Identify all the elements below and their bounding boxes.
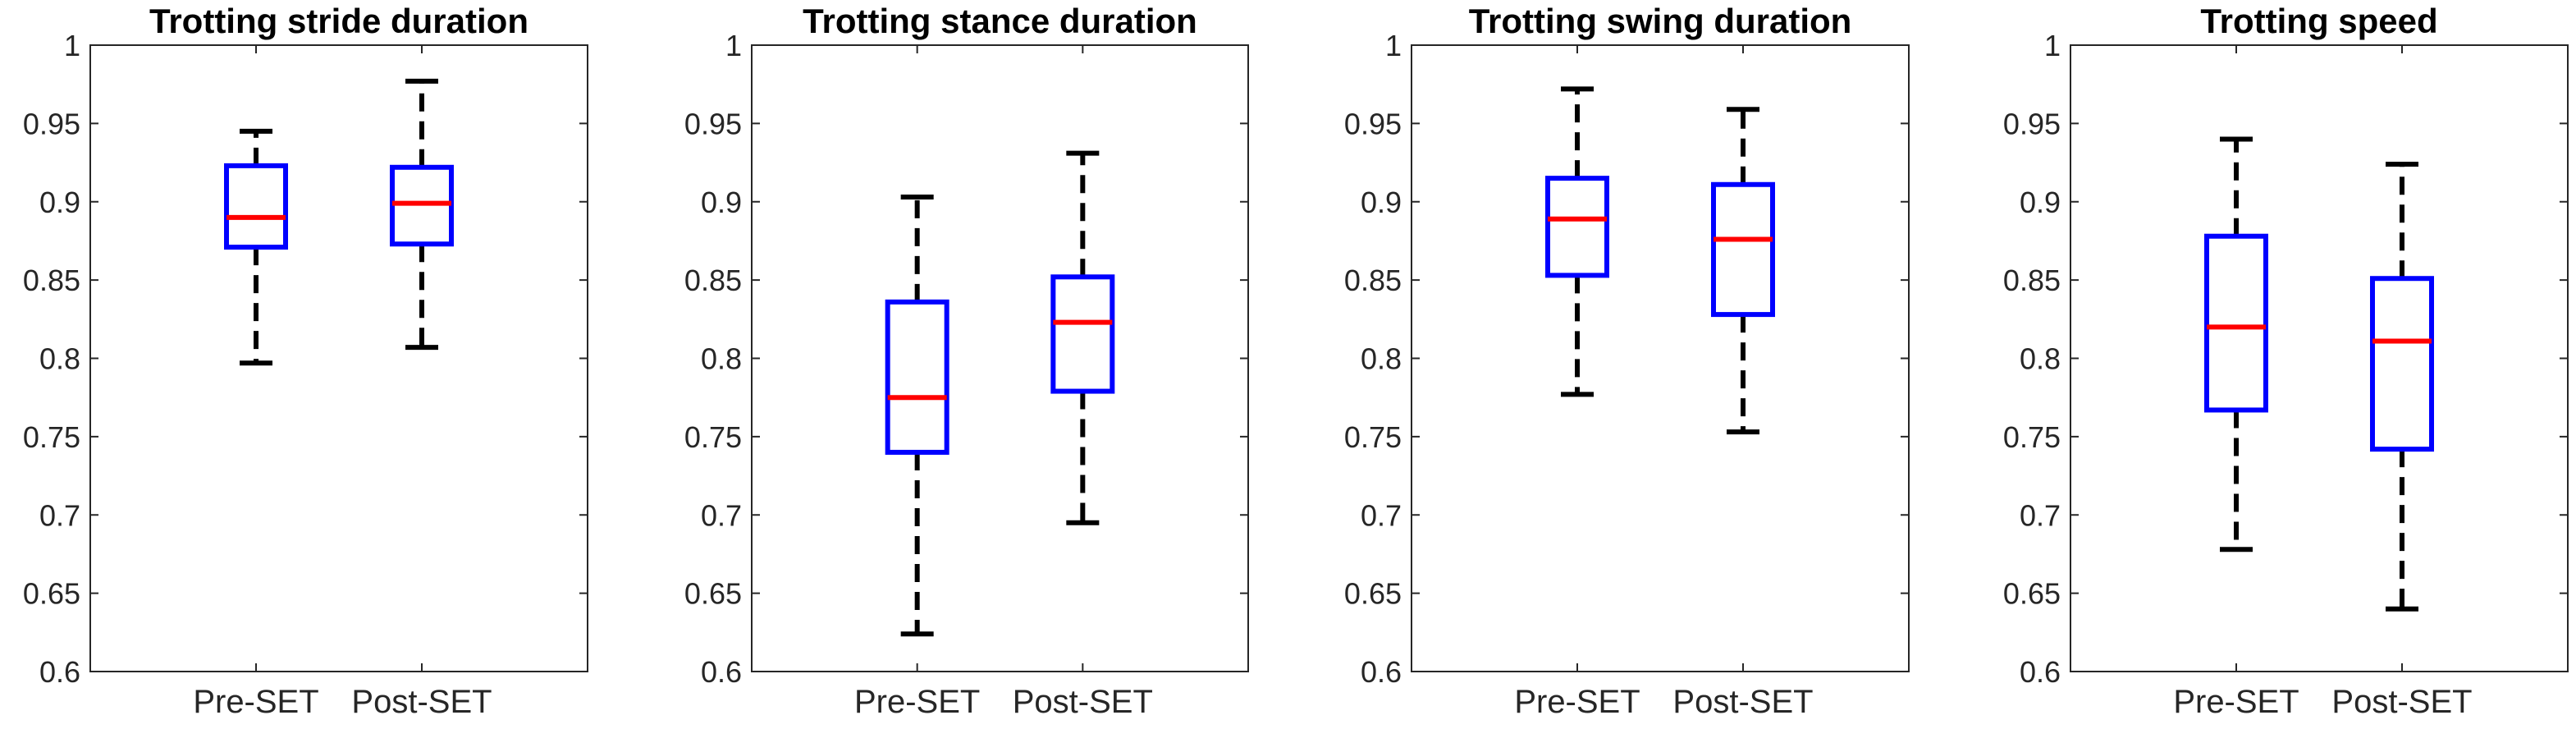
iqr-box — [1050, 274, 1115, 394]
y-tick-label: 0.85 — [684, 264, 742, 297]
y-tick-label: 0.8 — [2020, 342, 2061, 376]
x-tick-label: Post-SET — [2331, 684, 2472, 720]
chart-title: Trotting stance duration — [803, 2, 1197, 40]
boxplot-post-set — [390, 78, 454, 351]
y-tick-label: 1 — [64, 29, 80, 62]
y-tick-label: 0.8 — [1361, 342, 1402, 376]
axes-frame — [1411, 44, 1910, 672]
iqr-box — [1545, 176, 1609, 278]
y-tick-label: 0.8 — [39, 342, 80, 376]
y-tick-label: 1 — [725, 29, 742, 62]
boxplot-post-set — [1711, 107, 1775, 435]
x-tick-label: Pre-SET — [193, 684, 318, 720]
x-tick-label: Post-SET — [351, 684, 492, 720]
x-tick-label: Pre-SET — [2173, 684, 2299, 720]
y-tick-label: 0.95 — [1344, 107, 1402, 140]
y-tick-label: 0.75 — [1344, 420, 1402, 454]
y-tick-label: 0.7 — [1361, 498, 1402, 532]
iqr-box — [224, 163, 288, 250]
y-tick-label: 0.7 — [701, 498, 742, 532]
chart-panel-3: Trotting swing duration 0.6 0.65 0.7 0.75 0.8… — [1344, 2, 1910, 720]
y-tick-label: 0.9 — [701, 186, 742, 219]
boxplot-pre-set — [1545, 86, 1609, 397]
y-tick-label: 0.9 — [1361, 186, 1402, 219]
x-tick-label: Pre-SET — [1514, 684, 1640, 720]
iqr-box — [885, 299, 949, 455]
y-tick-label: 0.95 — [23, 107, 80, 140]
y-tick-label: 0.6 — [2020, 655, 2061, 689]
y-tick-label: 0.75 — [23, 420, 80, 454]
y-tick-label: 0.65 — [684, 577, 742, 611]
y-tick-label: 0.9 — [39, 186, 80, 219]
y-tick-label: 0.6 — [1361, 655, 1402, 689]
y-tick-label: 0.65 — [1344, 577, 1402, 611]
axes-frame — [89, 44, 588, 672]
axes-frame — [2070, 44, 2569, 672]
y-tick-label: 0.9 — [2020, 186, 2061, 219]
boxplot-post-set — [1050, 150, 1115, 525]
boxplot-pre-set — [224, 128, 288, 366]
iqr-box — [1711, 181, 1775, 318]
x-tick-label: Post-SET — [1672, 684, 1813, 720]
chart-panel-2: Trotting stance duration 0.6 0.65 0.7 0.75 0.… — [684, 2, 1249, 720]
chart-title: Trotting swing duration — [1469, 2, 1852, 40]
y-tick-label: 0.95 — [684, 107, 742, 140]
y-tick-label: 0.65 — [23, 577, 80, 611]
chart-panel-4: Trotting speed 0.6 0.65 0.7 0.75 0.8 0.85 0.9 0.… — [2003, 2, 2569, 720]
boxplot-post-set — [2370, 161, 2434, 612]
y-tick-label: 0.85 — [1344, 264, 1402, 297]
iqr-box — [2370, 276, 2434, 452]
y-tick-label: 0.95 — [2003, 107, 2061, 140]
boxplot-pre-set — [2204, 136, 2268, 552]
y-tick-label: 0.85 — [2003, 264, 2061, 297]
boxplot-pre-set — [885, 195, 949, 637]
iqr-box — [2204, 233, 2268, 413]
x-tick-label: Pre-SET — [854, 684, 980, 720]
y-tick-label: 0.6 — [39, 655, 80, 689]
chart-panel-1: Trotting stride duration 0.6 0.65 0.7 0.75 0.… — [23, 2, 588, 720]
axes-frame — [751, 44, 1249, 672]
y-tick-label: 0.75 — [2003, 420, 2061, 454]
y-tick-label: 0.85 — [23, 264, 80, 297]
y-tick-label: 0.65 — [2003, 577, 2061, 611]
y-tick-label: 0.75 — [684, 420, 742, 454]
x-tick-label: Post-SET — [1013, 684, 1153, 720]
y-tick-label: 0.6 — [701, 655, 742, 689]
y-tick-label: 0.8 — [701, 342, 742, 376]
y-tick-label: 1 — [1385, 29, 1402, 62]
y-tick-label: 0.7 — [39, 498, 80, 532]
y-tick-label: 1 — [2044, 29, 2061, 62]
y-tick-label: 0.7 — [2020, 498, 2061, 532]
chart-title: Trotting stride duration — [149, 2, 528, 40]
chart-title: Trotting speed — [2200, 2, 2437, 40]
